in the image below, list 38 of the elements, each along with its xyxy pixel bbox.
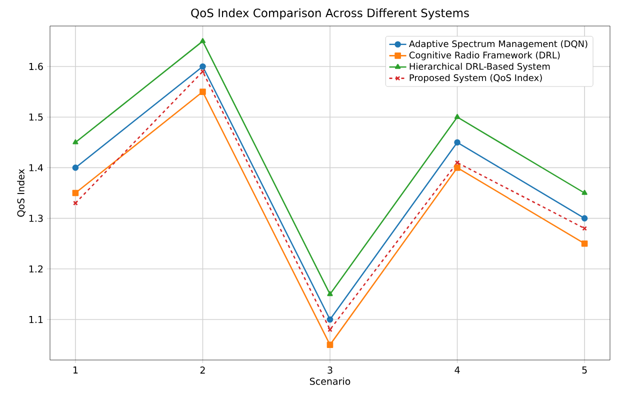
- point: [327, 291, 333, 296]
- x-tick-label: 3: [328, 366, 332, 374]
- point: [454, 139, 460, 146]
- legend-label: Proposed System (QoS Index): [410, 74, 542, 83]
- point: [454, 164, 460, 171]
- point: [200, 38, 206, 44]
- point: [72, 164, 79, 171]
- point: [454, 114, 460, 119]
- chart-title: QoS Index Comparison Across Different Systems: [191, 8, 469, 20]
- point: [581, 215, 588, 222]
- x-tick-label: 5: [582, 366, 587, 374]
- point: [72, 190, 79, 196]
- point: [581, 240, 588, 247]
- point: [454, 160, 460, 166]
- y-tick-label: 1.2: [29, 265, 43, 272]
- point: [582, 190, 588, 195]
- point: [200, 63, 206, 70]
- point: [73, 200, 78, 206]
- y-tick-label: 1.6: [29, 62, 43, 70]
- legend-label: Hierarchical DRL-Based System: [410, 62, 550, 72]
- legend-label: Cognitive Radio Framework (DRL): [409, 52, 560, 60]
- y-tick-label: 1.1: [29, 316, 43, 323]
- legend-label: Adaptive Spectrum Management (DQN): [409, 40, 588, 49]
- point: [326, 316, 334, 323]
- point: [200, 88, 206, 95]
- point: [200, 69, 206, 74]
- y-tick-label: 1.4: [29, 164, 43, 172]
- x-axis-title: Scenario: [310, 378, 350, 385]
- point: [326, 342, 334, 348]
- x-tick-label: 4: [454, 366, 460, 374]
- point: [328, 327, 332, 332]
- point: [72, 139, 78, 144]
- y-tick-label: 1.5: [29, 114, 43, 121]
- y-axis-title: QoS Index: [17, 169, 26, 217]
- x-tick-label: 2: [200, 366, 205, 374]
- y-tick-label: 1.3: [29, 214, 43, 222]
- point: [582, 226, 587, 231]
- x-tick-label: 1: [73, 366, 78, 374]
